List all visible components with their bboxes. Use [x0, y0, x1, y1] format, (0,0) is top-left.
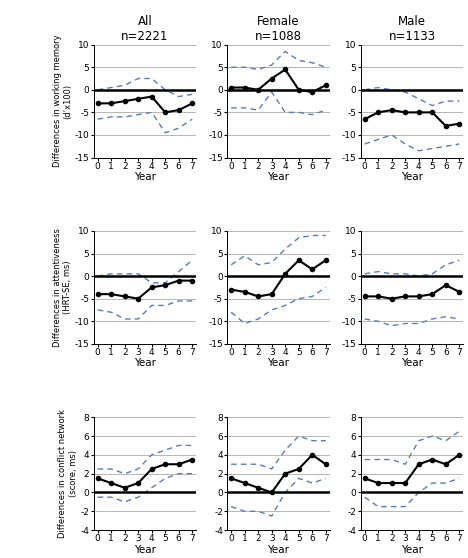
X-axis label: Year: Year	[401, 545, 423, 555]
X-axis label: Year: Year	[401, 358, 423, 368]
X-axis label: Year: Year	[401, 172, 423, 182]
X-axis label: Year: Year	[134, 358, 156, 368]
Title: All
n=2221: All n=2221	[121, 16, 168, 44]
Y-axis label: Differences in working memory
(d’x100): Differences in working memory (d’x100)	[52, 35, 72, 167]
Title: Female
n=1088: Female n=1088	[255, 16, 302, 44]
X-axis label: Year: Year	[267, 358, 290, 368]
X-axis label: Year: Year	[267, 172, 290, 182]
Y-axis label: Differences in conflict network
(score, ms): Differences in conflict network (score, …	[58, 409, 78, 538]
X-axis label: Year: Year	[134, 172, 156, 182]
Y-axis label: Differences in attentiveness
(HRT-SE, ms): Differences in attentiveness (HRT-SE, ms…	[52, 228, 72, 347]
X-axis label: Year: Year	[134, 545, 156, 555]
X-axis label: Year: Year	[267, 545, 290, 555]
Title: Male
n=1133: Male n=1133	[388, 16, 436, 44]
